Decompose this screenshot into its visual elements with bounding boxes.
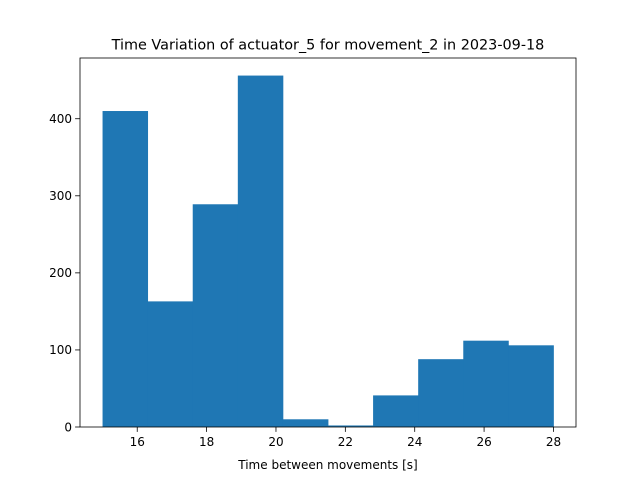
histogram-bar	[282, 419, 329, 427]
y-tick-label: 0	[64, 420, 72, 434]
y-tick-label: 100	[49, 343, 72, 357]
histogram-bar	[237, 75, 284, 427]
histogram-bar	[102, 111, 149, 428]
histogram-bar	[463, 340, 509, 427]
x-tick-label: 24	[407, 435, 422, 449]
x-tick-label: 16	[130, 435, 145, 449]
y-tick-label: 300	[49, 189, 72, 203]
histogram-bar	[192, 204, 239, 427]
histogram-bar	[373, 395, 419, 427]
histogram-bar	[418, 359, 464, 427]
plot-frame	[79, 57, 577, 428]
x-tick-label: 18	[199, 435, 214, 449]
x-tick-label: 26	[476, 435, 491, 449]
x-tick-label: 20	[268, 435, 283, 449]
histogram-bar	[147, 301, 194, 427]
y-tick-label: 200	[49, 266, 72, 280]
x-axis-label: Time between movements [s]	[237, 458, 417, 472]
histogram-bar	[508, 345, 554, 427]
ticks-layer: 16 18 20 22 24 26 28 0 100 200 300 400	[49, 112, 561, 449]
bars-layer	[102, 75, 554, 428]
x-tick-label: 28	[546, 435, 561, 449]
x-tick-label: 22	[338, 435, 353, 449]
chart-title: Time Variation of actuator_5 for movemen…	[111, 38, 545, 54]
histogram-bar	[328, 425, 374, 427]
y-tick-label: 400	[49, 112, 72, 126]
